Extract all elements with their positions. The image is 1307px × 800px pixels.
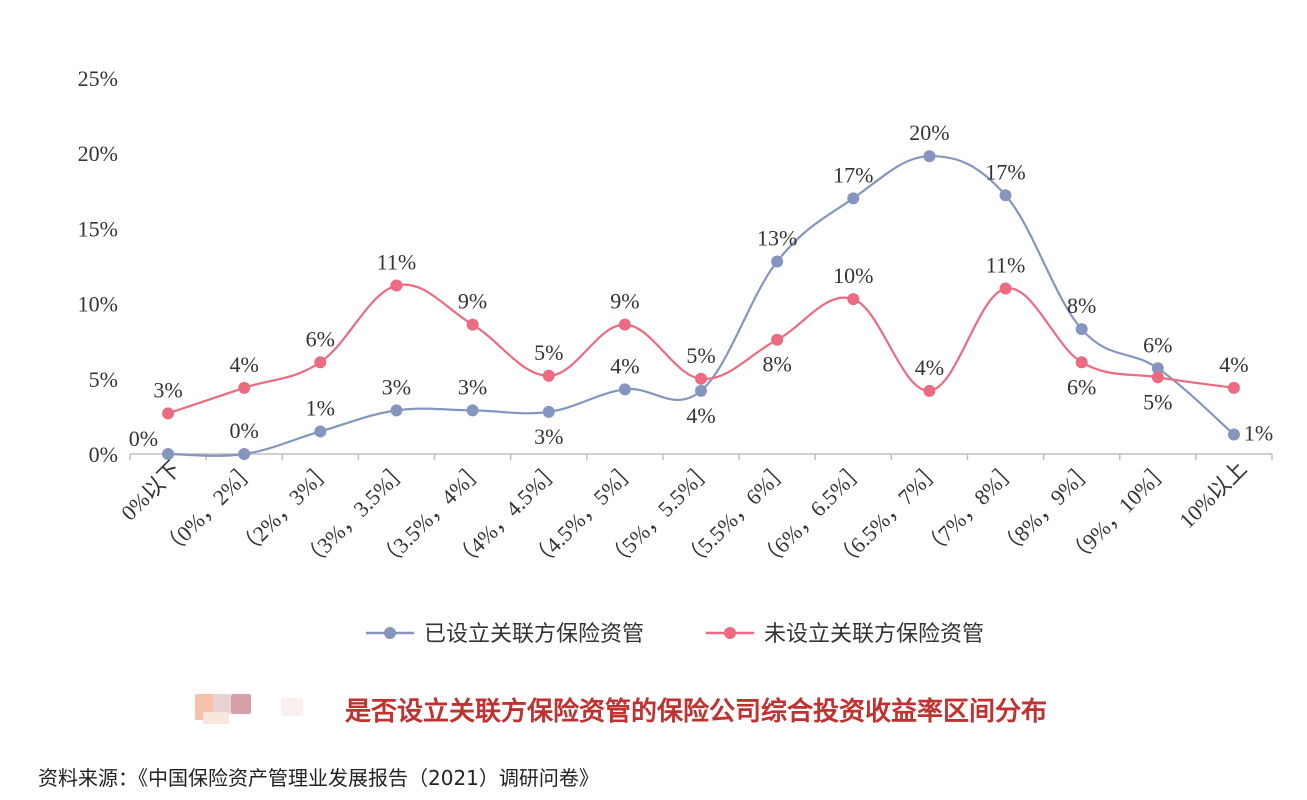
- data-label: 5%: [1143, 389, 1172, 414]
- data-point: [314, 356, 327, 369]
- data-point: [1151, 371, 1164, 384]
- data-point: [695, 372, 707, 385]
- legend-swatch-marker: [384, 627, 396, 639]
- data-label: 6%: [306, 326, 335, 351]
- data-point: [1227, 381, 1240, 394]
- data-label: 4%: [915, 355, 944, 380]
- data-label: 3%: [534, 424, 563, 449]
- data-label: 11%: [377, 250, 417, 275]
- data-point: [618, 383, 631, 396]
- data-point: [162, 407, 175, 420]
- data-label: 8%: [1067, 293, 1096, 318]
- data-label: 11%: [986, 253, 1026, 278]
- series-points: [162, 150, 1240, 460]
- y-tick-label: 15%: [78, 216, 118, 241]
- x-tick-label: 10%以上: [1174, 456, 1251, 533]
- chart-title: 是否设立关联方保险资管的保险公司综合投资收益率区间分布: [345, 697, 1048, 727]
- data-label: 4%: [686, 403, 715, 428]
- data-point: [390, 404, 403, 417]
- data-point: [466, 318, 479, 331]
- data-label: 5%: [534, 340, 563, 365]
- data-point: [999, 282, 1012, 295]
- data-label: 3%: [458, 374, 487, 399]
- x-tick-label: 0%以下: [116, 456, 186, 526]
- data-label: 9%: [610, 289, 639, 314]
- data-label: 0%: [230, 418, 259, 443]
- line-chart: 0% 5% 10% 15% 20% 25% 0%以下（0%，2%］（2%，3%］（3%，3…: [78, 66, 1274, 647]
- data-label: 20%: [909, 120, 949, 145]
- data-label: 9%: [458, 289, 487, 314]
- data-label: 6%: [1067, 374, 1096, 399]
- data-point: [390, 279, 403, 292]
- x-axis: [129, 453, 1273, 460]
- data-point: [1075, 323, 1088, 336]
- data-label: 4%: [230, 352, 259, 377]
- data-label: 3%: [153, 377, 182, 402]
- data-point: [1151, 362, 1164, 375]
- data-label: 5%: [686, 343, 715, 368]
- x-axis-tick-labels: 0%以下（0%，2%］（2%，3%］（3%，3.5%］（3.5%，4%］（4%，…: [116, 456, 1251, 573]
- data-point: [771, 255, 784, 268]
- y-axis-ticks: 0% 5% 10% 15% 20% 25%: [78, 66, 118, 467]
- chart-title-row: 是否设立关联方保险资管的保险公司综合投资收益率区间分布: [195, 688, 1195, 732]
- legend-swatch-marker: [724, 627, 736, 639]
- data-point: [1227, 428, 1240, 441]
- y-tick-label: 10%: [78, 292, 118, 317]
- data-point: [695, 384, 707, 397]
- data-point: [999, 189, 1012, 202]
- source-note: 资料来源：《中国保险资产管理业发展报告（2021）调研问卷》: [38, 766, 599, 790]
- data-label: 10%: [833, 263, 873, 288]
- series-lines: [167, 155, 1235, 457]
- data-labels: 0% 0% 1% 3% 3% 3% 4% 4% 13% 17% 20% 17% 8% 6% 1% 3% 4% 6%…: [129, 120, 1274, 451]
- data-label: 6%: [1143, 332, 1172, 357]
- data-label: 1%: [1244, 420, 1273, 445]
- data-point: [847, 192, 860, 205]
- data-label: 4%: [1219, 352, 1248, 377]
- data-point: [162, 448, 175, 460]
- legend: 已设立关联方保险资管 未设立关联方保险资管: [366, 622, 984, 647]
- data-point: [466, 404, 479, 417]
- data-point: [238, 448, 251, 460]
- data-point: [618, 318, 631, 331]
- series-line-2: [167, 283, 1235, 415]
- data-label: 4%: [610, 353, 639, 378]
- data-label: 3%: [382, 374, 411, 399]
- data-label: 17%: [833, 162, 873, 187]
- data-point: [238, 381, 251, 394]
- legend-label: 已设立关联方保险资管: [424, 622, 644, 647]
- data-label: 13%: [757, 225, 797, 250]
- y-tick-label: 20%: [78, 141, 118, 166]
- data-point: [314, 425, 327, 438]
- data-point: [847, 293, 860, 306]
- data-point: [923, 150, 936, 163]
- data-label: 1%: [306, 395, 335, 420]
- data-point: [771, 333, 784, 346]
- y-tick-label: 0%: [89, 442, 118, 467]
- data-label: 0%: [129, 426, 158, 451]
- legend-label: 未设立关联方保险资管: [764, 622, 984, 647]
- series-line-1: [168, 155, 1235, 457]
- brand-logo-icon: [195, 690, 305, 726]
- data-point: [923, 384, 936, 397]
- y-tick-label: 5%: [89, 367, 118, 392]
- data-point: [542, 369, 555, 382]
- data-label: 17%: [985, 159, 1025, 184]
- y-tick-label: 25%: [78, 66, 118, 91]
- data-point: [1075, 356, 1088, 369]
- data-label: 8%: [762, 352, 791, 377]
- data-point: [542, 405, 555, 418]
